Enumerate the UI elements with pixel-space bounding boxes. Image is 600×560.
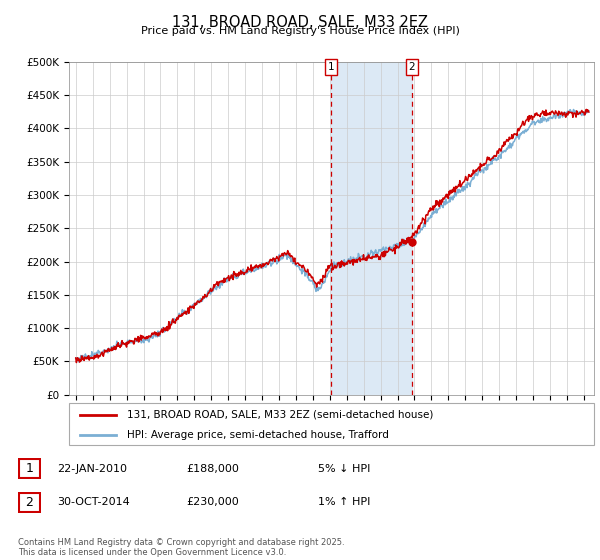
FancyBboxPatch shape (19, 459, 40, 478)
FancyBboxPatch shape (69, 403, 594, 445)
Text: 131, BROAD ROAD, SALE, M33 2EZ (semi-detached house): 131, BROAD ROAD, SALE, M33 2EZ (semi-det… (127, 410, 433, 420)
Text: 5% ↓ HPI: 5% ↓ HPI (318, 464, 370, 474)
Text: HPI: Average price, semi-detached house, Trafford: HPI: Average price, semi-detached house,… (127, 430, 389, 440)
Text: 1% ↑ HPI: 1% ↑ HPI (318, 497, 370, 507)
Bar (331, 62, 412, 395)
FancyBboxPatch shape (19, 493, 40, 512)
Text: Contains HM Land Registry data © Crown copyright and database right 2025.
This d: Contains HM Land Registry data © Crown c… (18, 538, 344, 557)
Text: Price paid vs. HM Land Registry's House Price Index (HPI): Price paid vs. HM Land Registry's House … (140, 26, 460, 36)
Text: 22-JAN-2010: 22-JAN-2010 (57, 464, 127, 474)
Text: 30-OCT-2014: 30-OCT-2014 (57, 497, 130, 507)
Text: 2: 2 (408, 62, 415, 72)
Text: £188,000: £188,000 (186, 464, 239, 474)
Text: 1: 1 (328, 62, 334, 72)
Text: 131, BROAD ROAD, SALE, M33 2EZ: 131, BROAD ROAD, SALE, M33 2EZ (172, 15, 428, 30)
Text: £230,000: £230,000 (186, 497, 239, 507)
Text: 1: 1 (25, 462, 34, 475)
Text: 2: 2 (25, 496, 34, 509)
